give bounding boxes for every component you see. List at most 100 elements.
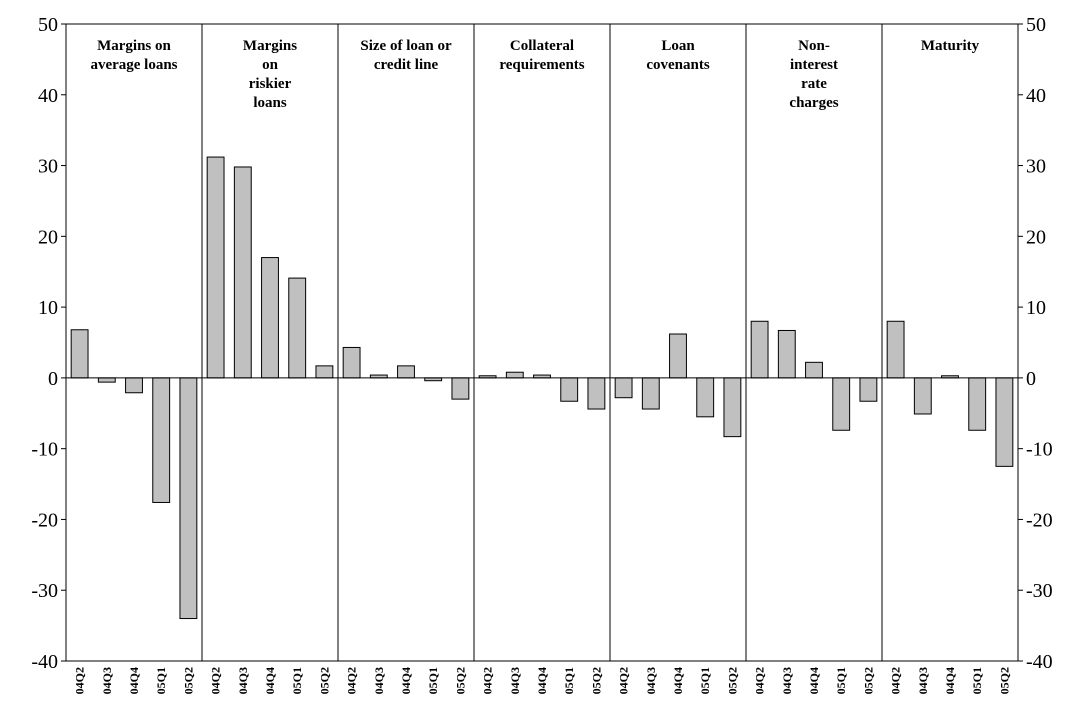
y-tick-label-right: 40: [1026, 85, 1046, 107]
bar: [315, 365, 334, 379]
bar: [342, 346, 361, 379]
y-tick-label-right: 50: [1026, 14, 1046, 36]
x-tick-label: 04Q2: [209, 667, 223, 694]
y-tick-label-right: 0: [1026, 368, 1036, 390]
x-tick-label: 04Q4: [399, 667, 413, 694]
panel-label: interest: [790, 57, 838, 73]
bar: [560, 377, 579, 402]
bar: [913, 377, 932, 415]
panel-label: Margins: [243, 38, 297, 54]
x-tick-label: 05Q1: [562, 667, 576, 694]
bar: [886, 320, 905, 379]
x-tick-label: 05Q1: [290, 667, 304, 694]
bar: [696, 377, 715, 418]
panel-label: Loan: [661, 38, 695, 54]
x-tick-label: 04Q4: [943, 667, 957, 694]
bar: [397, 365, 415, 379]
bar: [777, 329, 796, 379]
y-tick-label-left: 10: [38, 297, 58, 319]
y-tick-label-left: 50: [38, 14, 58, 36]
panel-label: Size of loan or: [360, 38, 452, 54]
y-tick-label-right: 10: [1026, 297, 1046, 319]
x-tick-label: 05Q2: [589, 667, 603, 694]
bar: [152, 377, 171, 503]
bar: [641, 377, 660, 410]
y-tick-label-left: -20: [31, 509, 58, 531]
panel-label: riskier: [249, 76, 292, 92]
x-tick-label: 04Q2: [345, 667, 359, 694]
x-tick-label: 04Q3: [780, 667, 794, 694]
bar: [805, 361, 823, 379]
y-tick-label-right: 30: [1026, 156, 1046, 178]
x-tick-label: 04Q4: [535, 667, 549, 694]
bar: [505, 371, 524, 379]
panel-dividers: [201, 24, 883, 661]
plot-frame: [65, 23, 1019, 662]
bar: [968, 377, 987, 431]
panel-label: requirements: [499, 57, 584, 73]
panel-label: credit line: [374, 57, 439, 73]
panel-label: average loans: [90, 57, 177, 73]
panel-label: Non-: [798, 38, 830, 54]
panel-label: Margins on: [97, 38, 171, 54]
bar: [723, 377, 742, 438]
x-tick-label: 04Q2: [889, 667, 903, 694]
x-tick-label: 04Q4: [127, 667, 141, 694]
x-tick-label: 04Q2: [753, 667, 767, 694]
x-tick-label: 05Q1: [970, 667, 984, 694]
bar: [995, 377, 1014, 467]
x-tick-label: 05Q1: [834, 667, 848, 694]
x-tick-label: 04Q2: [481, 667, 495, 694]
y-tick-label-left: 30: [38, 156, 58, 178]
panel-label: covenants: [646, 57, 709, 73]
bar: [70, 329, 89, 379]
x-tick-label: 05Q1: [154, 667, 168, 694]
y-tick-label-left: -40: [31, 651, 58, 673]
x-tick-label: 04Q3: [100, 667, 114, 694]
y-tick-label-left: -30: [31, 580, 58, 602]
bar: [859, 377, 878, 402]
category-labels: 04Q2 04Q3 04Q4 05Q1 05Q2 04Q2 04Q3 04Q4 05Q1 05Q2…: [73, 667, 1012, 694]
bar: [179, 377, 198, 620]
x-tick-label: 05Q2: [181, 667, 195, 694]
panel-label: Maturity: [921, 38, 980, 54]
y-axis-left: -40 -30 -20 -10 0 10 20 30 40 50: [31, 14, 66, 673]
bar: [125, 377, 143, 394]
panel-label: rate: [801, 76, 827, 92]
bar: [669, 333, 687, 379]
y-tick-label-left: -10: [31, 439, 58, 461]
y-tick-label-right: -40: [1026, 651, 1053, 673]
bar: [288, 277, 307, 379]
y-tick-label-right: -20: [1026, 509, 1053, 531]
x-tick-label: 05Q2: [453, 667, 467, 694]
x-tick-label: 04Q4: [263, 667, 277, 694]
bar: [614, 377, 633, 399]
bar: [451, 377, 470, 400]
y-tick-label-left: 0: [48, 368, 58, 390]
x-tick-label: 04Q3: [508, 667, 522, 694]
bar: [261, 257, 279, 379]
panel-label: loans: [253, 95, 287, 111]
x-tick-label: 04Q3: [644, 667, 658, 694]
bar: [832, 377, 851, 431]
bar: [750, 320, 769, 379]
x-tick-label: 04Q3: [372, 667, 386, 694]
y-tick-label-left: 40: [38, 85, 58, 107]
x-tick-label: 04Q3: [236, 667, 250, 694]
y-tick-label-right: 20: [1026, 226, 1046, 248]
x-tick-label: 05Q2: [861, 667, 875, 694]
panel-label: on: [262, 57, 279, 73]
y-axis-right: -40 -30 -20 -10 0 10 20 30 40 50: [1018, 14, 1053, 673]
bar: [233, 166, 252, 379]
bar: [97, 377, 116, 383]
x-tick-label: 05Q2: [317, 667, 331, 694]
x-tick-label: 05Q2: [997, 667, 1011, 694]
x-tick-label: 05Q1: [426, 667, 440, 694]
bars: [70, 156, 1014, 620]
x-tick-label: 05Q2: [725, 667, 739, 694]
y-tick-label-right: -10: [1026, 439, 1053, 461]
panel-label: Collateral: [510, 38, 574, 54]
x-tick-label: 04Q2: [73, 667, 87, 694]
panel-labels: Margins on average loans Margins on riskier l…: [90, 38, 979, 111]
